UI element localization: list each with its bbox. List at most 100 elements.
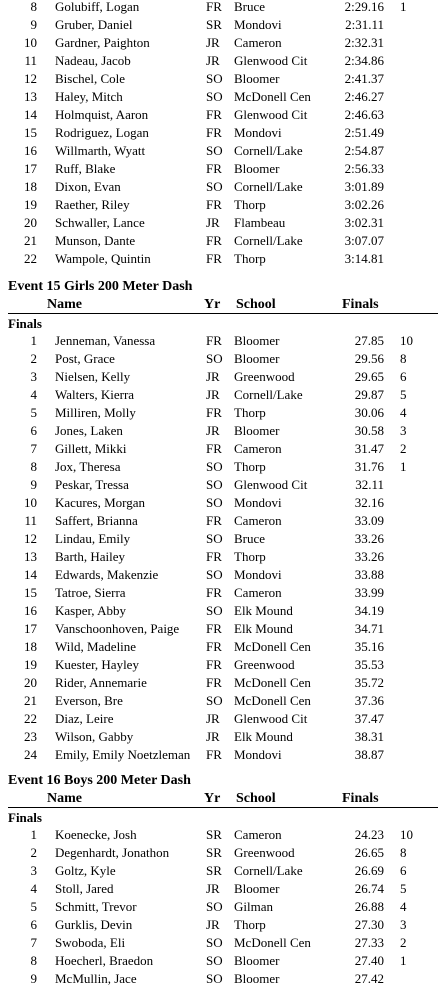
time: 27.40	[354, 953, 384, 968]
place: 9	[30, 971, 38, 986]
year: JR	[206, 215, 220, 230]
round-label: Finals	[8, 316, 42, 331]
athlete-name: Nadeau, Jacob	[55, 53, 131, 68]
col-name: Name	[47, 297, 82, 312]
time: 34.71	[354, 621, 384, 636]
school: Cameron	[234, 35, 282, 50]
time: 38.31	[354, 729, 384, 744]
school: Cameron	[234, 827, 282, 842]
place: 20	[24, 675, 37, 690]
school: Thorp	[234, 917, 266, 932]
school: Cornell/Lake	[234, 179, 303, 194]
place: 1	[30, 827, 38, 842]
points: 10	[400, 827, 413, 842]
athlete-name: Bischel, Cole	[55, 71, 126, 86]
points: 4	[400, 899, 407, 914]
athlete-name: Wampole, Quintin	[55, 251, 151, 266]
athlete-name: Edwards, Makenzie	[55, 567, 159, 582]
time: 26.65	[354, 845, 384, 860]
points: 6	[400, 863, 407, 878]
school: Elk Mound	[234, 621, 293, 636]
place: 6	[30, 917, 38, 932]
points: 2	[400, 935, 407, 950]
athlete-name: Stoll, Jared	[55, 881, 114, 896]
year: JR	[206, 53, 220, 68]
time: 37.47	[354, 711, 384, 726]
school: McDonell Cen	[234, 693, 311, 708]
place: 5	[30, 405, 38, 420]
school: Bloomer	[234, 953, 280, 968]
year: FR	[206, 657, 222, 672]
school: Bloomer	[234, 71, 280, 86]
school: Bloomer	[234, 971, 280, 986]
place: 14	[24, 107, 37, 122]
time: 2:56.33	[344, 161, 384, 176]
points: 3	[400, 423, 407, 438]
time: 27.30	[354, 917, 384, 932]
time: 2:51.49	[344, 125, 384, 140]
athlete-name: Degenhardt, Jonathon	[55, 845, 170, 860]
athlete-name: Diaz, Leire	[55, 711, 114, 726]
place: 21	[24, 233, 37, 248]
year: SO	[206, 459, 223, 474]
col-yr: Yr	[204, 297, 221, 312]
school: Thorp	[234, 459, 266, 474]
athlete-name: Koenecke, Josh	[55, 827, 137, 842]
time: 2:34.86	[344, 53, 384, 68]
time: 29.56	[354, 351, 384, 366]
time: 26.69	[354, 863, 384, 878]
athlete-name: Hoecherl, Braedon	[55, 953, 154, 968]
place: 3	[30, 369, 38, 384]
athlete-name: Schmitt, Trevor	[55, 899, 137, 914]
athlete-name: Gruber, Daniel	[55, 17, 133, 32]
school: Elk Mound	[234, 603, 293, 618]
time: 37.36	[354, 693, 384, 708]
place: 22	[24, 251, 37, 266]
col-finals: Finals	[342, 791, 379, 806]
place: 18	[24, 179, 37, 194]
time: 31.47	[354, 441, 384, 456]
place: 12	[24, 531, 37, 546]
school: Greenwood	[234, 845, 295, 860]
year: FR	[206, 747, 222, 762]
header-rule	[8, 807, 438, 808]
year: SO	[206, 71, 223, 86]
school: Flambeau	[234, 215, 286, 230]
time: 30.06	[354, 405, 384, 420]
place: 16	[24, 143, 37, 158]
year: SO	[206, 89, 223, 104]
school: Cameron	[234, 513, 282, 528]
athlete-name: Post, Grace	[55, 351, 115, 366]
points: 3	[400, 917, 407, 932]
time: 32.16	[354, 495, 384, 510]
school: Bloomer	[234, 161, 280, 176]
year: FR	[206, 675, 222, 690]
place: 9	[30, 17, 38, 32]
place: 18	[24, 639, 37, 654]
place: 19	[24, 657, 37, 672]
points: 8	[400, 845, 407, 860]
place: 13	[24, 549, 37, 564]
year: SO	[206, 179, 223, 194]
time: 2:41.37	[344, 71, 384, 86]
athlete-name: Jenneman, Vanessa	[55, 333, 156, 348]
year: FR	[206, 333, 222, 348]
place: 4	[30, 387, 38, 402]
school: Thorp	[234, 405, 266, 420]
col-name: Name	[47, 791, 82, 806]
athlete-name: Dixon, Evan	[55, 179, 121, 194]
place: 3	[30, 863, 38, 878]
year: SO	[206, 351, 223, 366]
time: 27.33	[354, 935, 384, 950]
athlete-name: Nielsen, Kelly	[55, 369, 131, 384]
points: 5	[400, 387, 407, 402]
year: FR	[206, 233, 222, 248]
year: FR	[206, 585, 222, 600]
col-finals: Finals	[342, 297, 379, 312]
year: SR	[206, 17, 222, 32]
year: SO	[206, 971, 223, 986]
time: 30.58	[354, 423, 384, 438]
year: SO	[206, 953, 223, 968]
athlete-name: Emily, Emily Noetzleman	[55, 747, 191, 762]
time: 27.42	[354, 971, 384, 986]
